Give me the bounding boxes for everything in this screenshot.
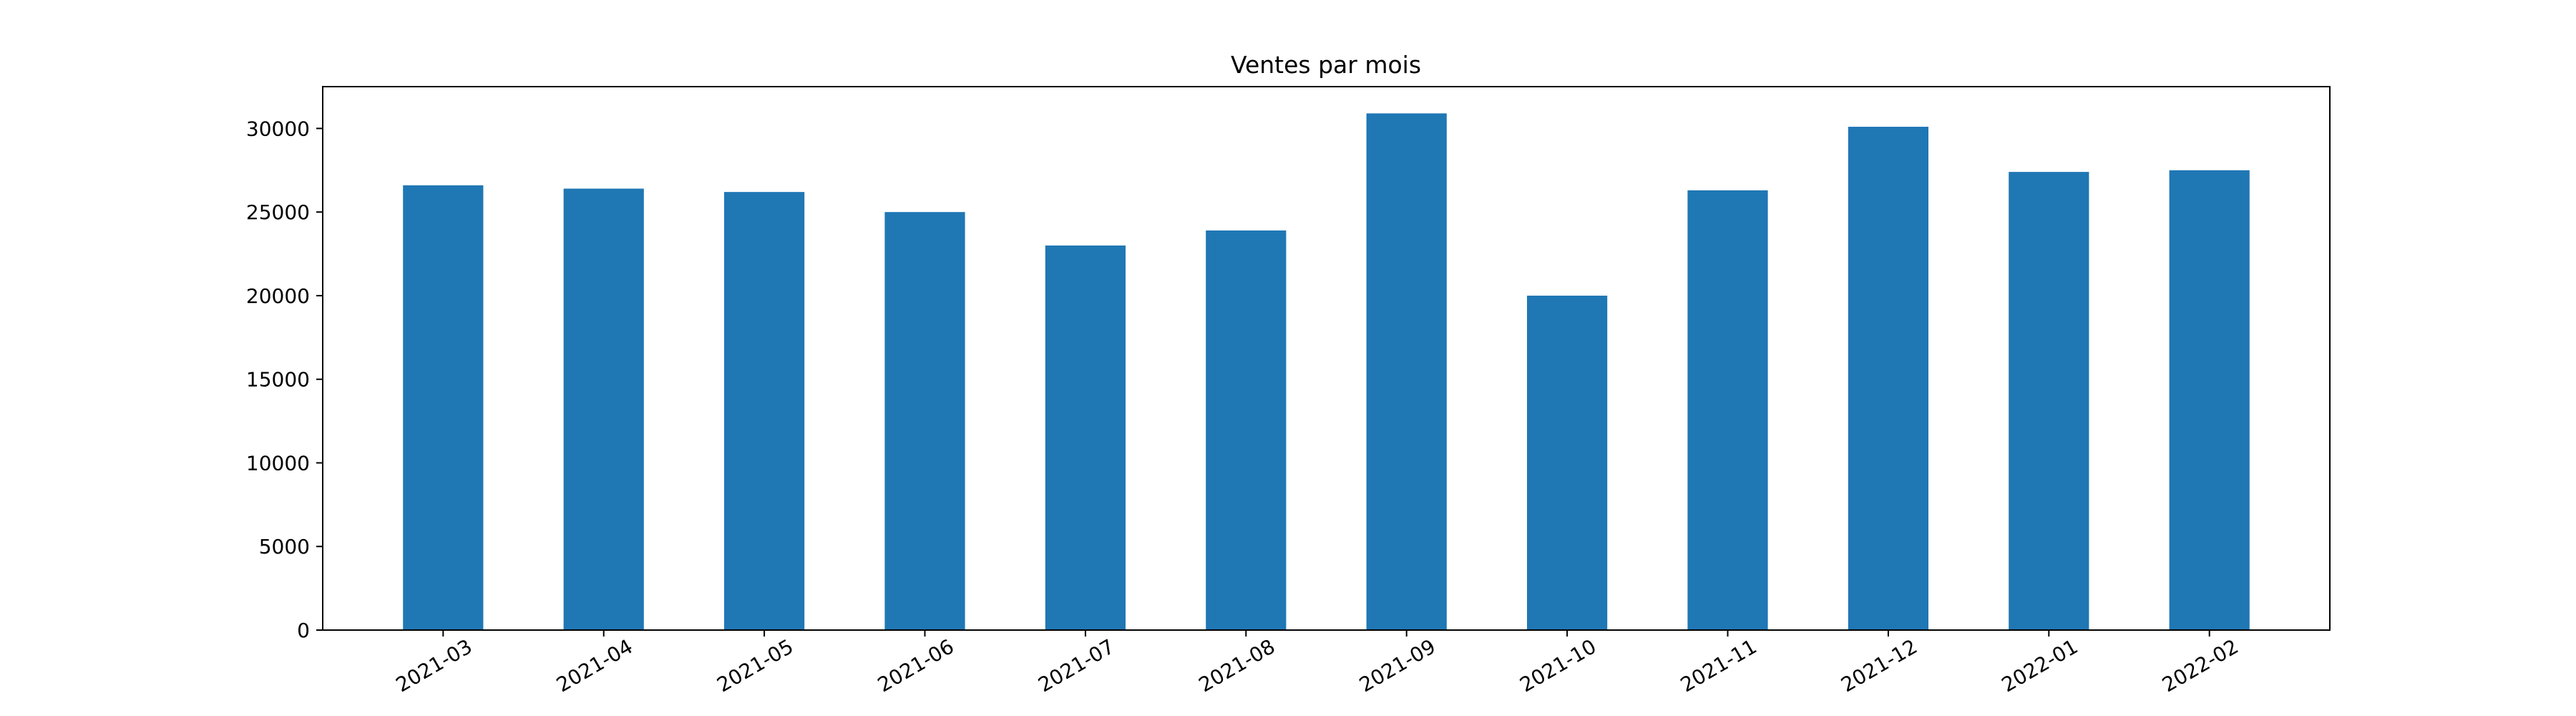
- plot-frame: [322, 86, 2331, 631]
- bar-2021-10: [1527, 295, 1608, 630]
- bar-2021-09: [1366, 113, 1447, 630]
- y-tick-label: 20000: [246, 284, 310, 308]
- bar-2021-07: [1045, 245, 1126, 630]
- x-tick-label: 2021-06: [874, 634, 958, 697]
- y-tick-label: 0: [297, 619, 310, 642]
- x-tick-label: 2021-09: [1355, 634, 1440, 697]
- bar-2022-01: [2009, 172, 2089, 630]
- x-tick-label: 2021-11: [1677, 634, 1761, 697]
- x-tick-label: 2021-05: [713, 634, 797, 697]
- y-tick-label: 30000: [246, 117, 310, 140]
- x-tick-label: 2022-01: [1998, 634, 2082, 697]
- bar-2021-08: [1206, 230, 1287, 630]
- x-tick-label: 2021-03: [392, 634, 477, 697]
- x-tick-label: 2021-12: [1837, 634, 1921, 697]
- bar-2021-12: [1848, 127, 1928, 631]
- bar-2021-11: [1687, 190, 1768, 631]
- x-tick-label: 2021-07: [1034, 634, 1118, 697]
- bar-2021-03: [403, 185, 484, 630]
- y-tick-label: 10000: [246, 451, 310, 475]
- x-axis: 2021-03 2021-04 2021-05 2021-06 2021-07 2021-…: [392, 630, 2243, 697]
- chart-title: Ventes par mois: [1231, 51, 1421, 79]
- x-tick-label: 2021-10: [1516, 634, 1600, 697]
- x-tick-label: 2022-02: [2158, 634, 2243, 697]
- x-tick-label: 2021-04: [552, 634, 637, 697]
- bar-2022-02: [2169, 170, 2250, 630]
- bars: [403, 113, 2250, 631]
- bar-2021-04: [563, 188, 644, 630]
- y-tick-label: 15000: [246, 368, 310, 392]
- y-tick-label: 5000: [259, 535, 310, 558]
- bar-2021-05: [724, 192, 805, 630]
- y-tick-label: 25000: [246, 200, 310, 224]
- y-axis: 0 5000 10000 15000 20000 25000 30000: [246, 117, 323, 642]
- bar-2021-06: [884, 212, 965, 631]
- x-tick-label: 2021-08: [1195, 634, 1279, 697]
